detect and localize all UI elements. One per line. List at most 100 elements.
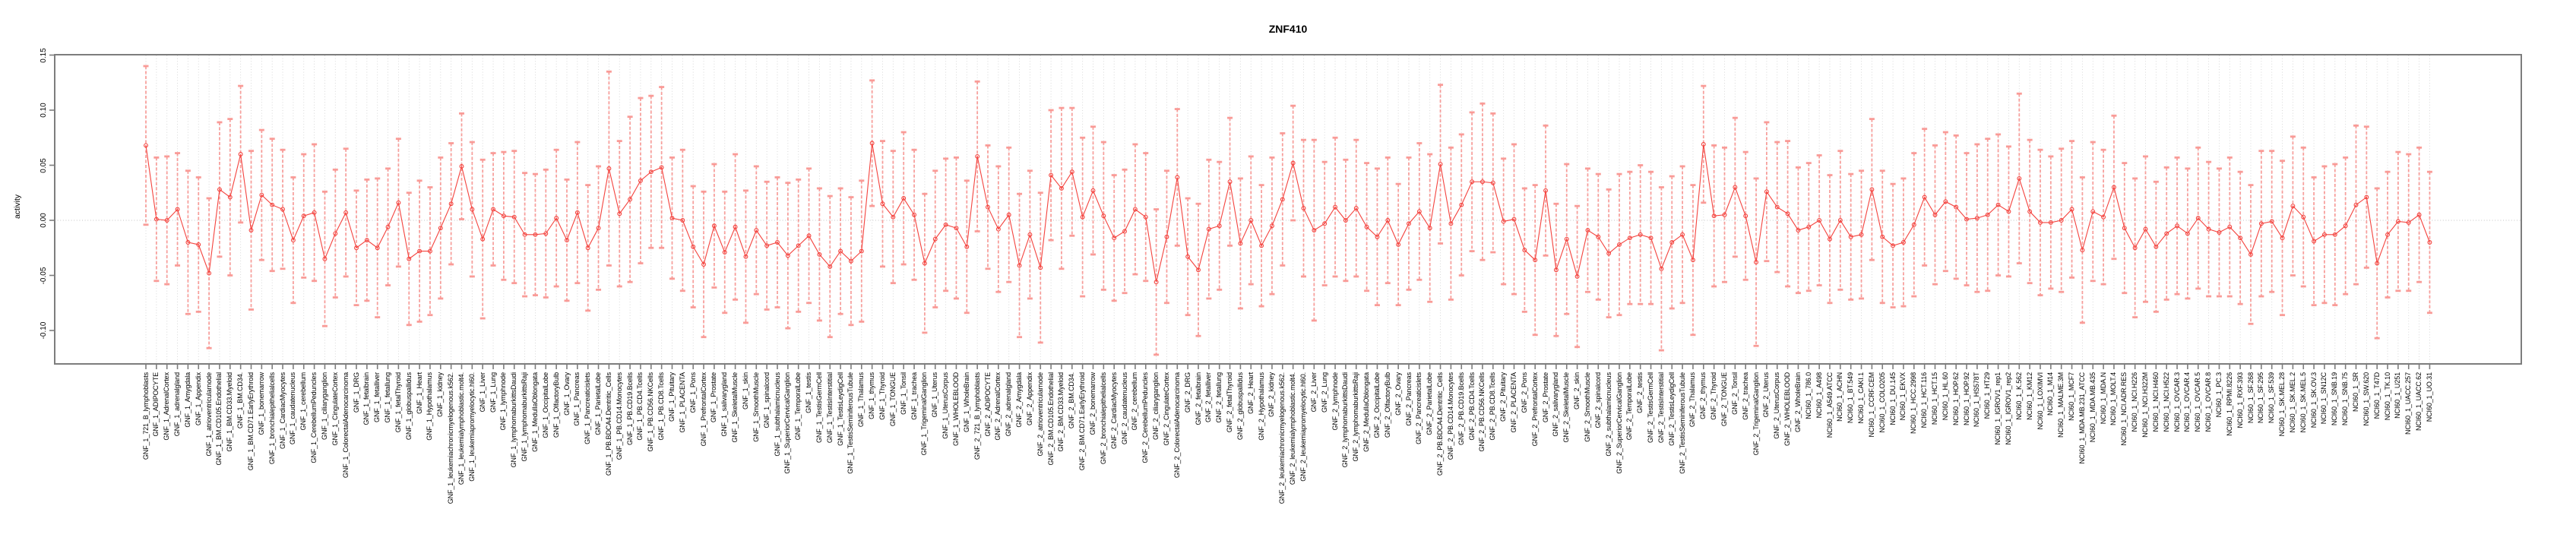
data-point xyxy=(164,218,169,223)
data-point xyxy=(785,253,790,258)
x-tick-label: NCI60_1_LOXIMVI xyxy=(2036,372,2044,430)
x-tick-label: GNF_1_fetalThyroid xyxy=(394,372,402,433)
x-tick-label: NCI60_1_SK.MEL.28 xyxy=(2278,372,2286,437)
x-tick-label: NCI60_1_NCI.H522 xyxy=(2162,372,2170,432)
data-point xyxy=(2364,194,2369,200)
x-tick-label: GNF_1_bronchialepithelialcells xyxy=(267,372,276,465)
data-point xyxy=(1754,260,1759,265)
x-tick-label: GNF_2_PB.CD14.Monocytes xyxy=(1446,372,1454,460)
x-tick-label: GNF_1_Thalamus xyxy=(857,372,866,428)
x-tick-label: NCI60_1_HOP.62 xyxy=(1951,372,1960,425)
x-tick-label: GNF_2_leukemiapromyelocytic.hl60. xyxy=(1299,372,1307,482)
x-tick-label: GNF_2_SmoothMuscle xyxy=(1583,372,1591,442)
x-tick-label: GNF_2_spinalcord xyxy=(1593,372,1602,428)
data-point xyxy=(1238,241,1243,246)
data-point xyxy=(1701,142,1706,147)
data-point xyxy=(301,213,306,219)
x-tick-label: GNF_1_skin xyxy=(741,372,749,410)
x-tick-label: GNF_1_SuperiorCervicalGanglion xyxy=(783,372,792,474)
data-point xyxy=(470,207,475,212)
x-tick-label: GNF_1_CardiacMyocytes xyxy=(278,372,286,449)
x-tick-label: GNF_1_ADIPOCYTE xyxy=(152,372,160,437)
data-point xyxy=(1343,218,1348,223)
x-tick-label: GNF_1_caudatenucleus xyxy=(289,372,297,445)
y-tick-label: 0.15 xyxy=(40,47,48,63)
data-point xyxy=(975,153,980,159)
x-tick-label: GNF_1_ParietalLobe xyxy=(594,372,603,435)
data-point xyxy=(417,248,422,254)
x-tick-label: GNF_1_WHOLEBLOOD xyxy=(951,372,960,446)
data-point xyxy=(1312,228,1317,232)
x-tick-label: NCI60_1_HCT.15 xyxy=(1931,372,1938,425)
data-point xyxy=(407,256,412,261)
data-point xyxy=(954,226,959,231)
data-point xyxy=(1680,232,1685,237)
x-tick-label: GNF_1_atrioventricularnode xyxy=(204,372,213,457)
x-tick-label: GNF_1_thymus xyxy=(868,372,876,419)
data-point xyxy=(491,207,495,212)
x-tick-label: NCI60_1_SN12C xyxy=(2320,372,2328,425)
x-tick-label: GNF_1_TemporalLobe xyxy=(794,372,802,441)
data-point xyxy=(1722,212,1727,217)
x-tick-label: GNF_1_Thyroid xyxy=(878,372,886,420)
data-point xyxy=(1364,224,1369,229)
x-tick-label: NCI60_1_EKVX xyxy=(1899,372,1907,421)
x-tick-label: GNF_2_TrigeminalGanglion xyxy=(1752,372,1760,456)
x-tick-label: NCI60_1_HOP.92 xyxy=(1962,372,1970,425)
x-tick-label: GNF_2_Tonsil xyxy=(1730,372,1739,415)
data-point xyxy=(2069,207,2074,212)
x-tick-label: NCI60_1_SK.MEL.2 xyxy=(2288,372,2296,433)
x-tick-label: GNF_2_testis xyxy=(1636,372,1644,413)
x-tick-label: GNF_2_PB.BDCA4.Dentritic_Cells xyxy=(1436,372,1445,476)
data-point xyxy=(533,232,538,237)
data-point xyxy=(2258,221,2264,226)
x-tick-label: GNF_2_DRG xyxy=(1183,372,1191,413)
data-point xyxy=(364,238,369,243)
data-point xyxy=(1606,251,1612,256)
data-point xyxy=(1922,194,1927,200)
x-tick-label: NCI60_1_MALME.3M xyxy=(2057,372,2065,438)
x-tick-label: NCI60_1_NCI.H460 xyxy=(2151,372,2160,432)
data-point xyxy=(565,238,569,243)
error-bars xyxy=(143,65,2432,356)
x-tick-label: GNF_1_TrigeminalGanglion xyxy=(920,372,929,456)
x-tick-label: NCI60_1_UACC.257 xyxy=(2404,372,2413,435)
x-tick-label: GNF_2_BM.CD71.EarlyErythroid xyxy=(1078,372,1087,471)
x-tick-label: NCI60_1_A549.ATCC xyxy=(1825,372,1834,438)
x-tick-label: GNF_1_SkeletalMuscle xyxy=(731,372,739,443)
x-tick-label: GNF_2_721_B_lymphoblasts xyxy=(973,372,981,460)
data-point xyxy=(259,192,264,198)
x-tick-label: GNF_1_PB.CD14.Monocytes xyxy=(615,372,623,460)
x-tick-label: GNF_1_PrefrontalCortex xyxy=(699,372,707,447)
data-point xyxy=(2154,244,2159,249)
data-point xyxy=(2195,216,2201,221)
x-tick-label: GNF_1_fetalbrain xyxy=(362,372,371,425)
x-tick-label: GNF_1_MedullaOblongata xyxy=(530,372,539,452)
data-point xyxy=(2132,245,2138,251)
data-point xyxy=(617,211,622,217)
x-tick-label: NCI60_1_HCC.2998 xyxy=(1910,372,1918,434)
data-point xyxy=(848,258,853,264)
data-point xyxy=(175,207,180,212)
data-point xyxy=(343,210,349,215)
data-point xyxy=(427,248,432,254)
data-point xyxy=(385,224,391,229)
x-tick-label: GNF_2_Lung xyxy=(1320,372,1328,413)
x-tick-label: GNF_1_CerebellumPeduncles xyxy=(310,372,318,463)
data-point xyxy=(1206,226,1211,232)
x-tick-label: NCI60_1_SR xyxy=(2352,372,2359,413)
x-tick-label: GNF_2_OlfactoryBulb xyxy=(1383,372,1391,438)
x-tick-label: GNF_1_BM.CD71.EarlyErythroid xyxy=(247,372,255,471)
x-tick-label: GNF_1_SmoothMuscle xyxy=(752,372,760,442)
x-tick-label: GNF_2_MedullaOblongata xyxy=(1362,372,1371,452)
x-tick-label: GNF_2_lymphomaburkittsDaudi xyxy=(1341,372,1350,468)
x-tick-label: GNF_1_lymphomaburkittsRaji xyxy=(521,372,529,462)
data-point xyxy=(638,178,643,183)
x-tick-label: NCI60_1_CAKI.1 xyxy=(1857,372,1866,424)
x-tick-label: GNF_2_CardiacMyocytes xyxy=(1109,372,1118,449)
x-tick-label: NCI60_1_OVCAR.3 xyxy=(2173,372,2181,432)
data-point xyxy=(691,244,696,249)
x-tick-label: GNF_2_UterusCorpus xyxy=(1773,372,1781,439)
data-point xyxy=(964,244,970,249)
y-tick-label: -0.10 xyxy=(40,321,48,340)
